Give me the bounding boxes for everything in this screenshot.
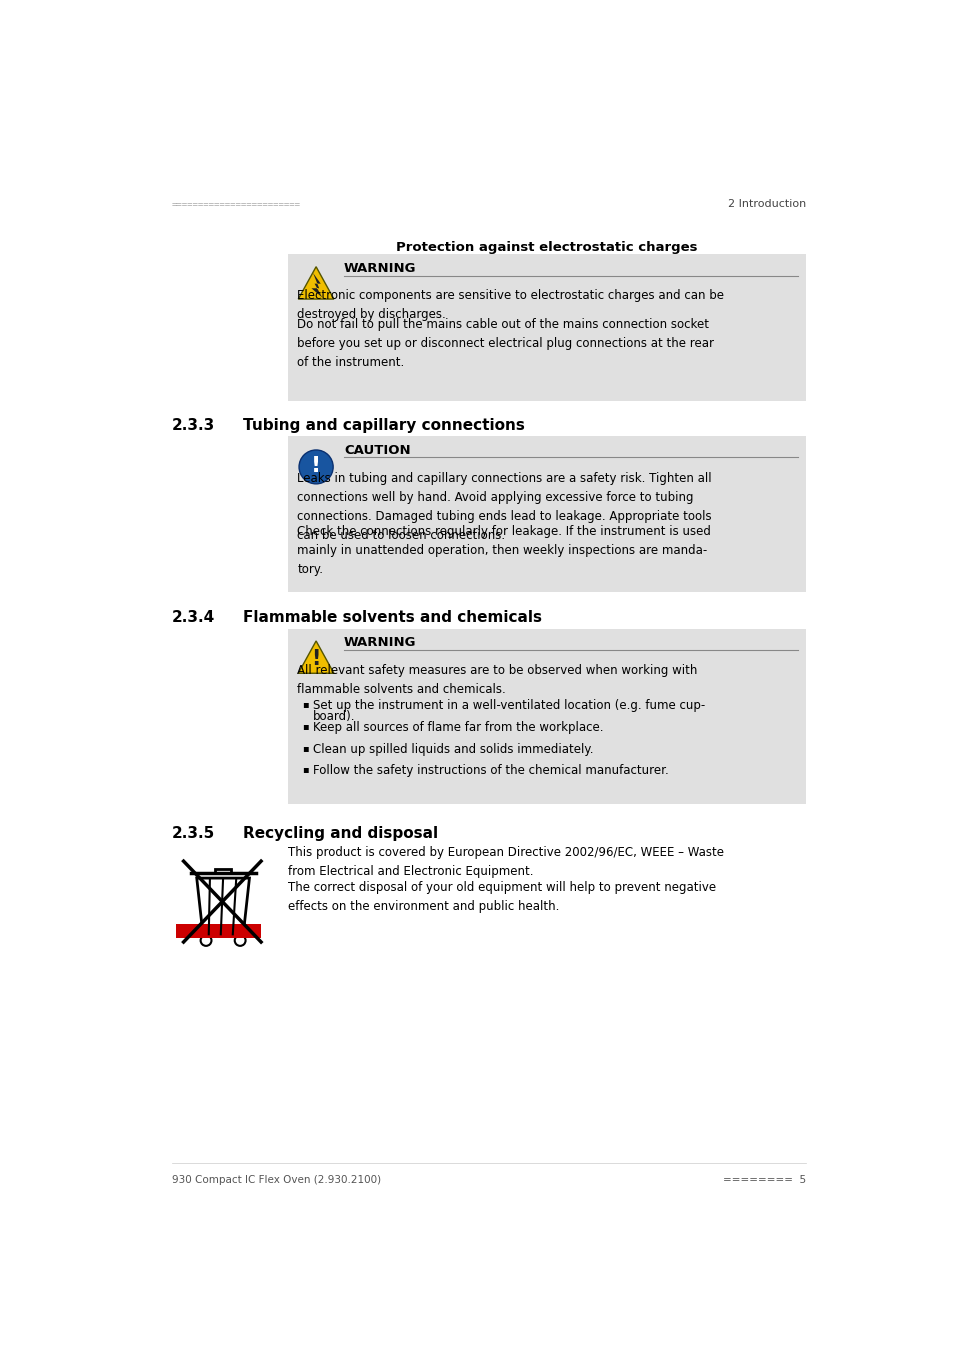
Text: Recycling and disposal: Recycling and disposal [243,826,438,841]
Text: ========  5: ======== 5 [722,1176,805,1185]
Bar [215,869,231,873]
Polygon shape [298,267,334,300]
Text: Check the connections regularly for leakage. If the instrument is used
mainly in: Check the connections regularly for leak… [297,525,711,576]
Text: 930 Compact IC Flex Oven (2.930.2100): 930 Compact IC Flex Oven (2.930.2100) [172,1176,380,1185]
Text: This product is covered by European Directive 2002/96/EC, WEEE – Waste
from Elec: This product is covered by European Dire… [288,845,723,878]
Text: ▪: ▪ [302,699,309,710]
FancyBboxPatch shape [288,436,805,591]
Text: Clean up spilled liquids and solids immediately.: Clean up spilled liquids and solids imme… [313,743,593,756]
Polygon shape [298,641,334,674]
Text: All relevant safety measures are to be observed when working with
flammable solv: All relevant safety measures are to be o… [297,664,698,697]
Text: Tubing and capillary connections: Tubing and capillary connections [243,417,524,432]
Text: ========================: ======================== [172,200,300,209]
Text: 2.3.5: 2.3.5 [172,826,215,841]
Text: Follow the safety instructions of the chemical manufacturer.: Follow the safety instructions of the ch… [313,764,668,778]
Text: 2 Introduction: 2 Introduction [727,200,805,209]
Text: Keep all sources of flame far from the workplace.: Keep all sources of flame far from the w… [313,721,603,734]
Text: WARNING: WARNING [344,262,416,275]
Text: !: ! [311,649,320,670]
Text: ▪: ▪ [302,743,309,752]
Text: Protection against electrostatic charges: Protection against electrostatic charges [395,240,697,254]
Polygon shape [311,273,322,297]
Text: Leaks in tubing and capillary connections are a safety risk. Tighten all
connect: Leaks in tubing and capillary connection… [297,471,711,541]
Text: Flammable solvents and chemicals: Flammable solvents and chemicals [243,610,541,625]
Text: ▪: ▪ [302,721,309,730]
Text: WARNING: WARNING [344,636,416,649]
Text: !: ! [311,456,321,477]
Text: 2.3.4: 2.3.4 [172,610,215,625]
Text: board).: board). [313,710,355,724]
Text: The correct disposal of your old equipment will help to prevent negative
effects: The correct disposal of your old equipme… [288,882,716,913]
FancyBboxPatch shape [288,254,805,401]
Text: Set up the instrument in a well-ventilated location (e.g. fume cup-: Set up the instrument in a well-ventilat… [313,699,704,713]
FancyBboxPatch shape [175,925,261,938]
Text: 2.3.3: 2.3.3 [172,417,215,432]
Text: Do not fail to pull the mains cable out of the mains connection socket
before yo: Do not fail to pull the mains cable out … [297,319,714,370]
FancyBboxPatch shape [288,629,805,805]
Circle shape [298,450,333,483]
Text: Electronic components are sensitive to electrostatic charges and can be
destroye: Electronic components are sensitive to e… [297,289,723,321]
Text: CAUTION: CAUTION [344,444,410,456]
Text: ▪: ▪ [302,764,309,774]
